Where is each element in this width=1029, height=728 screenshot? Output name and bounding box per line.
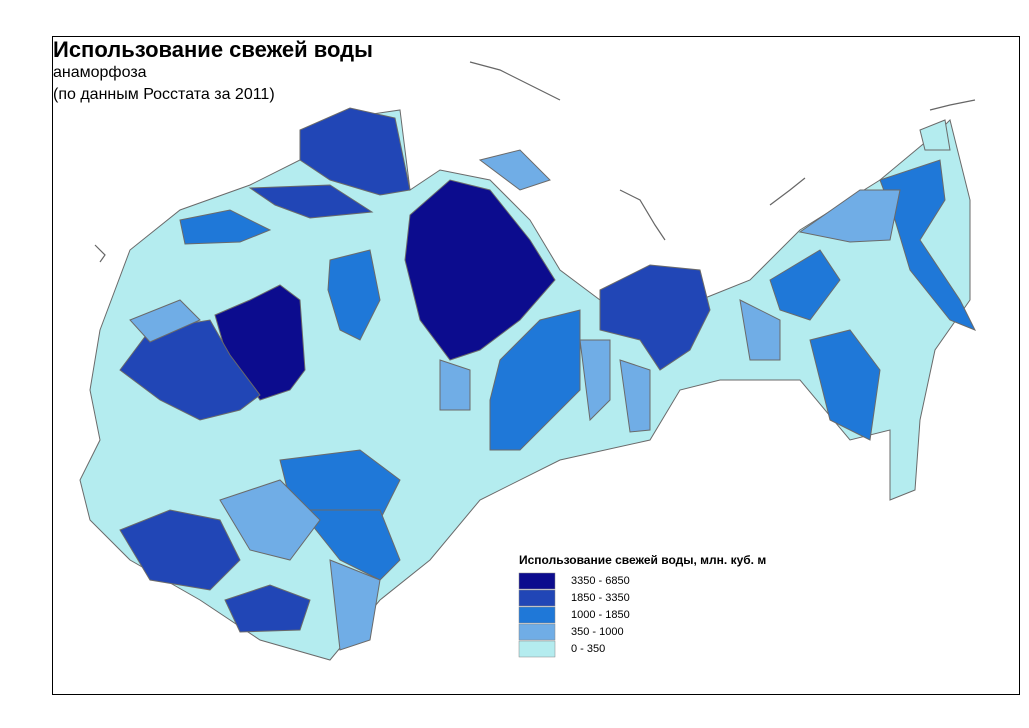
regions [79, 107, 977, 661]
region [327, 249, 381, 341]
region [599, 264, 711, 371]
island [619, 189, 666, 241]
region [179, 209, 272, 245]
map-subtitle: анаморфоза [53, 64, 147, 81]
region [298, 509, 401, 581]
region [879, 159, 977, 331]
legend-label: 1000 - 1850 [571, 609, 630, 621]
region [809, 329, 881, 441]
region [489, 309, 581, 451]
region [329, 559, 381, 651]
region [119, 509, 241, 591]
region [739, 299, 781, 361]
legend: Использование свежей воды, млн. куб. м 3… [518, 553, 766, 658]
region [129, 299, 201, 343]
legend-title: Использование свежей воды, млн. куб. м [519, 553, 766, 567]
region [798, 189, 901, 243]
region [248, 184, 374, 219]
island [769, 177, 806, 206]
region [404, 179, 556, 361]
region [478, 149, 551, 191]
legend-swatch [518, 606, 556, 624]
island [94, 244, 106, 263]
legend-label: 1850 - 3350 [571, 592, 630, 604]
legend-label: 0 - 350 [571, 643, 605, 655]
legend-label: 3350 - 6850 [571, 575, 630, 587]
legend-swatch [518, 623, 556, 641]
map-title: Использование свежей воды [53, 37, 373, 62]
region [439, 359, 471, 411]
islands [94, 61, 976, 263]
legend-swatch [518, 640, 556, 658]
source-note: (по данным Росстата за 2011) [53, 86, 275, 103]
region [299, 107, 411, 196]
region [769, 249, 841, 321]
island [929, 99, 976, 111]
region [919, 119, 951, 151]
region [219, 479, 321, 561]
legend-label: 350 - 1000 [571, 626, 624, 638]
legend-swatch [518, 572, 556, 590]
region [224, 584, 311, 633]
island [469, 61, 561, 101]
region [619, 359, 651, 433]
legend-swatch [518, 589, 556, 607]
region [579, 339, 611, 422]
